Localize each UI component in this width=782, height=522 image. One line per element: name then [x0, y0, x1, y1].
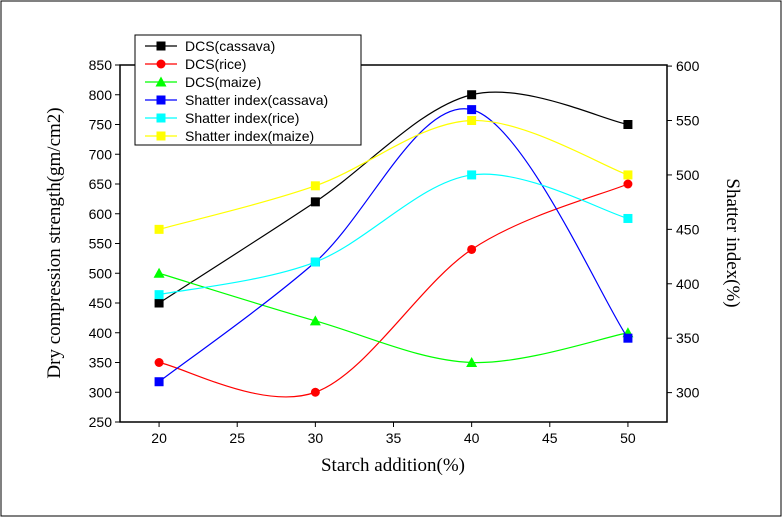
marker: [309, 315, 321, 326]
marker: [154, 290, 164, 300]
y2-tick-label: 550: [676, 113, 700, 129]
y-tick-label: 800: [89, 87, 113, 103]
marker: [153, 267, 165, 278]
marker: [623, 179, 633, 189]
marker: [467, 90, 477, 100]
y-axis-label: Dry compression strength(gm/cm2): [44, 107, 65, 378]
y-tick-label: 600: [89, 206, 113, 222]
marker: [623, 170, 633, 180]
y2-tick-label: 600: [676, 58, 700, 74]
legend-box: [134, 34, 362, 146]
marker: [310, 197, 320, 207]
y-tick-label: 250: [89, 414, 113, 430]
series-line: [158, 91, 629, 304]
legend-marker: [155, 76, 167, 87]
legend-marker: [156, 41, 166, 51]
y-tick-label: 450: [89, 295, 113, 311]
marker: [623, 333, 633, 343]
marker: [467, 116, 477, 126]
y2-axis-label: Shatter index(%): [722, 178, 743, 307]
marker: [310, 387, 320, 397]
legend-marker: [156, 95, 166, 105]
x-tick-label: 35: [386, 430, 402, 446]
y2-tick-label: 400: [676, 276, 700, 292]
x-tick-label: 45: [542, 430, 558, 446]
y-tick-label: 700: [89, 146, 113, 162]
series-line: [158, 119, 629, 230]
marker: [467, 244, 477, 254]
y-tick-label: 650: [89, 176, 113, 192]
y2-tick-label: 300: [676, 385, 700, 401]
x-tick-label: 25: [229, 430, 245, 446]
y-tick-label: 750: [89, 117, 113, 133]
legend-label: DCS(cassava): [185, 38, 275, 54]
marker: [623, 120, 633, 129]
y-tick-label: 500: [89, 265, 113, 281]
marker: [154, 298, 164, 308]
series-line: [158, 108, 629, 383]
x-tick-label: 20: [151, 430, 167, 446]
series-line: [158, 173, 629, 296]
x-tick-label: 40: [464, 430, 480, 446]
legend-marker: [156, 113, 166, 123]
x-tick-label: 50: [620, 430, 636, 446]
legend-marker: [156, 59, 166, 69]
marker: [310, 257, 320, 267]
y-tick-label: 550: [89, 236, 113, 252]
legend-label: DCS(maize): [185, 74, 261, 90]
marker: [310, 181, 320, 191]
marker: [466, 357, 478, 367]
legend-marker: [156, 131, 166, 141]
y2-tick-label: 450: [676, 221, 700, 237]
legend-label: DCS(rice): [185, 56, 246, 72]
y-tick-label: 400: [89, 325, 113, 341]
series-line: [158, 272, 629, 364]
marker: [467, 170, 477, 180]
marker: [154, 224, 164, 234]
marker: [154, 377, 164, 387]
y-tick-label: 300: [89, 384, 113, 400]
marker: [154, 358, 164, 367]
marker: [623, 213, 633, 223]
y2-tick-label: 350: [676, 330, 700, 346]
legend-label: Shatter index(maize): [185, 128, 314, 144]
legend-label: Shatter index(rice): [185, 110, 299, 126]
x-tick-label: 30: [308, 430, 324, 446]
legend-label: Shatter index(cassava): [185, 92, 328, 108]
y-tick-label: 850: [89, 57, 113, 73]
series-line: [158, 183, 629, 398]
marker: [467, 105, 477, 115]
y-tick-label: 350: [89, 355, 113, 371]
y2-tick-label: 500: [676, 167, 700, 183]
x-axis-label: Starch addition(%): [321, 455, 465, 476]
